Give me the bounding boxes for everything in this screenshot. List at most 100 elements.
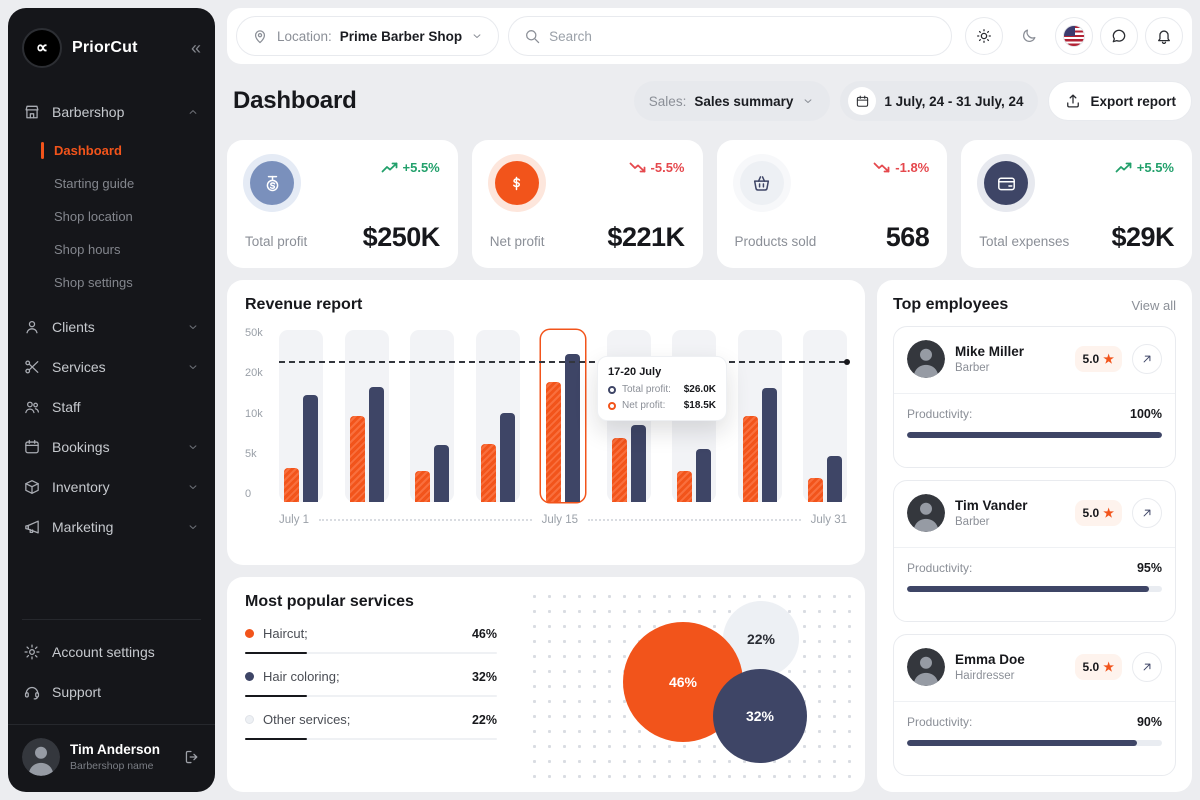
sidebar-submenu: Dashboard Starting guide Shop location Shop…: [8, 132, 215, 307]
moon-icon: [1020, 27, 1038, 45]
x-axis-label: July 15: [541, 514, 579, 526]
legend-item-hair-coloring: Hair coloring; 32%: [245, 669, 497, 697]
sidebar-item-label: Staff: [52, 399, 81, 415]
sidebar-item-barbershop[interactable]: Barbershop: [8, 92, 215, 132]
net-profit-bar: [284, 467, 299, 502]
net-profit-bar: [742, 416, 758, 502]
services-legend: Haircut; 46% Hair coloring; 32% Other servic…: [245, 626, 497, 740]
employee-card-mike-miller: Mike Miller Barber 5.0 ★ Productivity: 100%: [893, 326, 1176, 468]
target-line: [279, 358, 850, 365]
sidebar: ∝ PriorCut « Barbershop Dashboard Starting…: [8, 8, 215, 792]
bar-group-8[interactable]: [737, 330, 782, 502]
rating-badge: 5.0 ★: [1074, 500, 1122, 526]
messages-button[interactable]: [1100, 17, 1138, 55]
user-profile[interactable]: Tim Anderson Barbershop name: [8, 724, 215, 784]
star-icon: ★: [1103, 506, 1114, 520]
sidebar-item-label: Bookings: [52, 439, 110, 455]
bar-group-9[interactable]: [803, 330, 847, 502]
dark-mode-button[interactable]: [1010, 17, 1048, 55]
productivity-value: 90%: [1136, 715, 1162, 729]
x-axis: July 1 July 15 July 31: [245, 514, 847, 526]
view-all-link[interactable]: View all: [1131, 297, 1176, 313]
logout-icon[interactable]: [183, 748, 201, 766]
y-axis-label: 5k: [245, 447, 257, 460]
search-icon: [523, 27, 541, 45]
bar-group-1[interactable]: [279, 330, 323, 502]
sidebar-subitem-starting-guide[interactable]: Starting guide: [8, 167, 215, 200]
sidebar-item-staff[interactable]: Staff: [8, 387, 215, 427]
bar-group-2[interactable]: [344, 330, 389, 502]
sales-filter-dropdown[interactable]: Sales: Sales summary: [633, 81, 831, 121]
productivity-fill: [907, 586, 1150, 592]
chevron-down-icon: [186, 440, 200, 454]
sidebar-item-inventory[interactable]: Inventory: [8, 467, 215, 507]
language-button[interactable]: [1055, 17, 1093, 55]
chevron-down-icon: [186, 360, 200, 374]
bar-groups: [279, 330, 847, 502]
trend-up-badge: +5.5%: [381, 160, 440, 175]
trend-value: -5.5%: [650, 160, 685, 175]
employee-name: Mike Miller: [955, 344, 1025, 359]
sidebar-item-bookings[interactable]: Bookings: [8, 427, 215, 467]
light-mode-button[interactable]: [965, 17, 1003, 55]
services-icon: [23, 358, 41, 376]
total-profit-bar: [434, 445, 449, 502]
chat-icon: [1110, 27, 1128, 45]
chevron-down-icon: [186, 520, 200, 534]
sidebar-subitem-dashboard[interactable]: Dashboard: [8, 134, 215, 167]
net-profit-bar: [349, 416, 365, 502]
sidebar-item-label: Clients: [52, 319, 95, 335]
user-subtitle: Barbershop name: [70, 760, 154, 772]
sun-icon: [975, 27, 993, 45]
sidebar-subitem-label: Shop location: [54, 209, 133, 224]
total-profit-bar: [565, 354, 580, 502]
export-report-button[interactable]: Export report: [1048, 81, 1192, 121]
sidebar-item-services[interactable]: Services: [8, 347, 215, 387]
search-bar[interactable]: [508, 16, 952, 56]
total-profit-bar: [761, 388, 777, 502]
sidebar-item-marketing[interactable]: Marketing: [8, 507, 215, 547]
sidebar-item-account-settings[interactable]: Account settings: [8, 632, 215, 672]
sidebar-subitem-shop-hours[interactable]: Shop hours: [8, 233, 215, 266]
staff-icon: [23, 398, 41, 416]
bubble-percent: 46%: [668, 674, 698, 690]
productivity-label: Productivity:: [907, 407, 973, 421]
series-dot: [608, 401, 616, 410]
chart-tooltip: 17-20 July Total profit: $26.0K Net profit…: [597, 356, 727, 421]
open-employee-button[interactable]: [1132, 498, 1162, 528]
chevron-down-icon: [470, 29, 484, 43]
inventory-icon: [23, 478, 41, 496]
open-employee-button[interactable]: [1132, 652, 1162, 682]
date-range-picker[interactable]: 1 July, 24 - 31 July, 24: [840, 81, 1039, 121]
sidebar-item-support[interactable]: Support: [8, 672, 215, 712]
notifications-button[interactable]: [1145, 17, 1183, 55]
y-axis-label: 10k: [245, 407, 263, 420]
sidebar-subitem-shop-settings[interactable]: Shop settings: [8, 266, 215, 299]
axis-dotted-line: [588, 519, 801, 521]
stat-card-products-sold: -1.8% Products sold 568: [716, 140, 948, 268]
search-input[interactable]: [549, 28, 937, 44]
sidebar-subitem-shop-location[interactable]: Shop location: [8, 200, 215, 233]
trend-value: +5.5%: [402, 160, 440, 175]
legend-label: Haircut;: [263, 626, 308, 641]
sidebar-item-clients[interactable]: Clients: [8, 307, 215, 347]
bar-group-5[interactable]: [541, 330, 585, 502]
productivity-value: 95%: [1136, 561, 1162, 575]
logo-row: ∝ PriorCut «: [8, 24, 215, 68]
net-profit-bar: [415, 471, 430, 502]
legend-item-other-services: Other services; 22%: [245, 712, 497, 740]
total-profit-bar: [630, 424, 646, 502]
total-profit-bar: [499, 412, 515, 502]
revenue-report-title: Revenue report: [245, 296, 363, 313]
bar-group-4[interactable]: [475, 330, 520, 502]
export-icon: [1064, 92, 1082, 110]
user-avatar: [22, 738, 60, 776]
sidebar-collapse-button[interactable]: «: [190, 37, 201, 58]
y-axis: 50k 20k 10k 5k 0: [245, 327, 279, 502]
y-axis-label: 50k: [245, 327, 263, 339]
bar-group-3[interactable]: [410, 330, 454, 502]
net-profit-bar: [808, 477, 823, 502]
location-selector[interactable]: Location: Prime Barber Shop: [236, 16, 500, 56]
legend-percent: 22%: [471, 712, 497, 727]
open-employee-button[interactable]: [1132, 344, 1162, 374]
